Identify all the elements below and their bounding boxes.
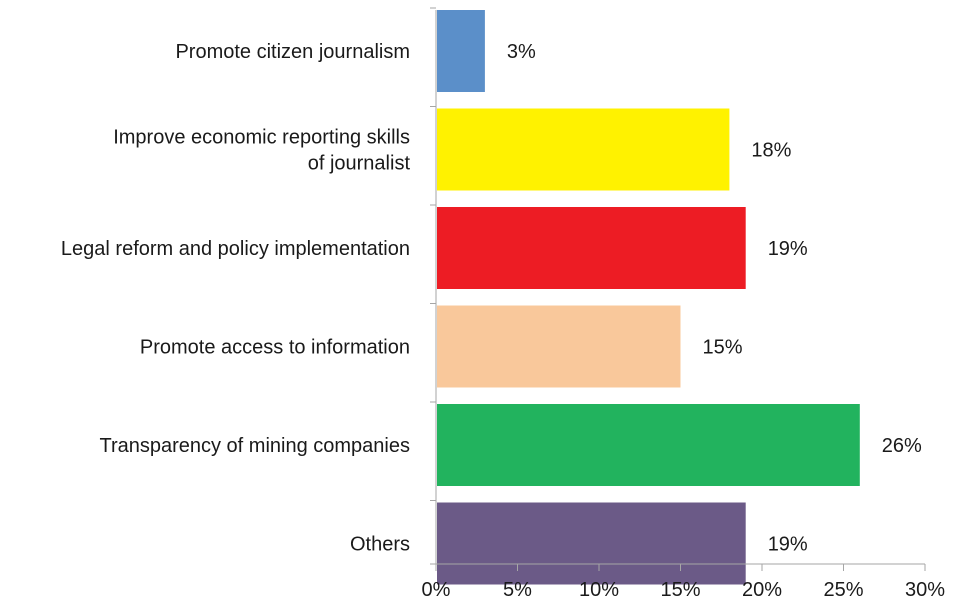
category-label: of journalist [308, 153, 411, 175]
bar [437, 10, 485, 92]
data-label: 19% [768, 238, 808, 260]
bar [437, 305, 681, 388]
bar [437, 404, 860, 486]
x-tick-label: 5% [503, 579, 532, 601]
x-tick-label: 20% [742, 579, 782, 601]
x-tick-label: 25% [823, 579, 863, 601]
category-label: Promote access to information [140, 337, 410, 359]
data-label: 3% [507, 41, 536, 63]
bar [437, 207, 746, 289]
x-tick-label: 0% [422, 579, 451, 601]
category-label: Others [350, 534, 410, 556]
category-label: Transparency of mining companies [99, 435, 410, 457]
axes-group [430, 7, 926, 571]
category-label: Promote citizen journalism [175, 41, 410, 63]
data-label: 26% [882, 435, 922, 457]
x-tick-label: 15% [660, 579, 700, 601]
data-labels: 3% 18% 19% 15% 26% 19% [507, 41, 922, 556]
x-tick-label: 10% [579, 579, 619, 601]
data-label: 18% [751, 140, 791, 162]
bars-group [437, 10, 860, 585]
x-tick-labels: 0% 5% 10% 15% 20% 25% 30% [422, 579, 946, 601]
data-label: 15% [703, 337, 743, 359]
x-tick-label: 30% [905, 579, 945, 601]
data-label: 19% [768, 534, 808, 556]
category-label: Legal reform and policy implementation [61, 238, 410, 260]
bar [437, 502, 746, 585]
category-labels: Promote citizen journalism Improve econom… [61, 41, 411, 556]
bar [437, 108, 730, 191]
category-label: Improve economic reporting skills [113, 127, 410, 149]
